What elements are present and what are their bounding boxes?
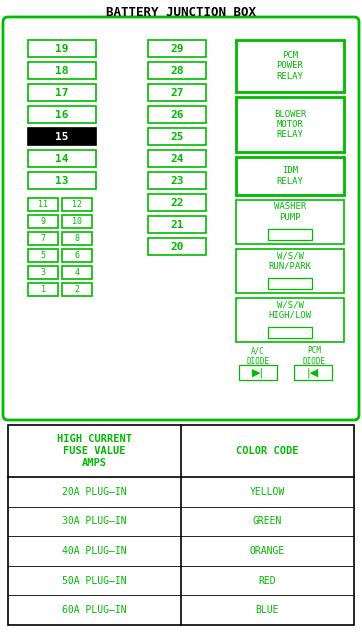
Text: 25: 25 <box>170 131 184 142</box>
Bar <box>148 150 206 167</box>
Bar <box>28 128 96 145</box>
Text: 22: 22 <box>170 197 184 208</box>
Text: YELLOW: YELLOW <box>250 487 285 497</box>
Text: 15: 15 <box>55 131 69 142</box>
Bar <box>236 249 344 293</box>
Bar <box>148 40 206 57</box>
Text: |◀: |◀ <box>307 367 319 378</box>
Text: W/S/W
HIGH/LOW: W/S/W HIGH/LOW <box>269 300 311 320</box>
Text: BLUE: BLUE <box>256 605 279 615</box>
Bar <box>236 298 344 342</box>
Text: IDM
RELAY: IDM RELAY <box>277 166 303 185</box>
Text: PCM
DIODE: PCM DIODE <box>302 346 325 366</box>
Text: 6: 6 <box>75 251 80 260</box>
Text: HIGH CURRENT
FUSE VALUE
AMPS: HIGH CURRENT FUSE VALUE AMPS <box>57 434 132 467</box>
Text: 16: 16 <box>55 109 69 119</box>
Text: 24: 24 <box>170 154 184 163</box>
Bar <box>28 198 58 211</box>
FancyBboxPatch shape <box>3 17 359 420</box>
Text: 50A PLUG–IN: 50A PLUG–IN <box>62 575 127 585</box>
Text: 20A PLUG–IN: 20A PLUG–IN <box>62 487 127 497</box>
Bar <box>236 157 344 195</box>
Text: 4: 4 <box>75 268 80 277</box>
Bar <box>148 172 206 189</box>
Text: PCM
POWER
RELAY: PCM POWER RELAY <box>277 51 303 81</box>
Text: 5: 5 <box>41 251 46 260</box>
Bar <box>62 266 92 279</box>
Bar <box>148 194 206 211</box>
Text: 26: 26 <box>170 109 184 119</box>
Bar <box>28 172 96 189</box>
Text: 1: 1 <box>41 285 46 294</box>
Bar <box>28 106 96 123</box>
Text: 27: 27 <box>170 88 184 98</box>
Text: 2: 2 <box>75 285 80 294</box>
Text: 20: 20 <box>170 241 184 251</box>
Text: 60A PLUG–IN: 60A PLUG–IN <box>62 605 127 615</box>
Text: 28: 28 <box>170 65 184 76</box>
Bar <box>62 249 92 262</box>
Text: 21: 21 <box>170 220 184 229</box>
Bar <box>28 232 58 245</box>
Bar <box>28 62 96 79</box>
Text: BLOWER
MOTOR
RELAY: BLOWER MOTOR RELAY <box>274 110 306 140</box>
Bar <box>148 128 206 145</box>
Bar <box>8 425 354 625</box>
Bar <box>236 200 344 244</box>
Text: 40A PLUG–IN: 40A PLUG–IN <box>62 546 127 556</box>
Bar <box>294 365 332 380</box>
Text: 10: 10 <box>72 217 82 226</box>
Bar <box>62 232 92 245</box>
Text: A/C
DIODE: A/C DIODE <box>247 346 270 366</box>
Bar <box>28 249 58 262</box>
Bar <box>148 62 206 79</box>
Bar <box>268 326 312 338</box>
Bar <box>28 40 96 57</box>
Text: GREEN: GREEN <box>253 516 282 526</box>
Text: 13: 13 <box>55 175 69 185</box>
Text: WASHER
PUMP: WASHER PUMP <box>274 203 306 222</box>
Text: 19: 19 <box>55 44 69 53</box>
Bar <box>268 277 312 288</box>
Text: 12: 12 <box>72 200 82 209</box>
Text: 23: 23 <box>170 175 184 185</box>
Text: 9: 9 <box>41 217 46 226</box>
Bar <box>28 215 58 228</box>
Text: ▶|: ▶| <box>252 367 264 378</box>
Text: W/S/W
RUN/PARK: W/S/W RUN/PARK <box>269 251 311 271</box>
Bar <box>28 84 96 101</box>
Text: 18: 18 <box>55 65 69 76</box>
Bar <box>239 365 277 380</box>
Text: 17: 17 <box>55 88 69 98</box>
Text: 29: 29 <box>170 44 184 53</box>
Text: COLOR CODE: COLOR CODE <box>236 446 299 456</box>
Text: RED: RED <box>259 575 276 585</box>
Text: 7: 7 <box>41 234 46 243</box>
Bar <box>148 106 206 123</box>
Text: 30A PLUG–IN: 30A PLUG–IN <box>62 516 127 526</box>
Bar <box>28 266 58 279</box>
Text: 8: 8 <box>75 234 80 243</box>
Bar <box>268 229 312 239</box>
Text: BATTERY JUNCTION BOX: BATTERY JUNCTION BOX <box>106 6 256 20</box>
Bar <box>236 97 344 152</box>
Bar <box>62 283 92 296</box>
Bar <box>28 150 96 167</box>
Bar <box>148 238 206 255</box>
Bar <box>62 215 92 228</box>
Bar <box>148 84 206 101</box>
Bar <box>148 216 206 233</box>
Bar <box>28 283 58 296</box>
Text: ORANGE: ORANGE <box>250 546 285 556</box>
Bar <box>62 198 92 211</box>
Text: 3: 3 <box>41 268 46 277</box>
Text: 11: 11 <box>38 200 48 209</box>
Text: 14: 14 <box>55 154 69 163</box>
Bar <box>236 40 344 92</box>
